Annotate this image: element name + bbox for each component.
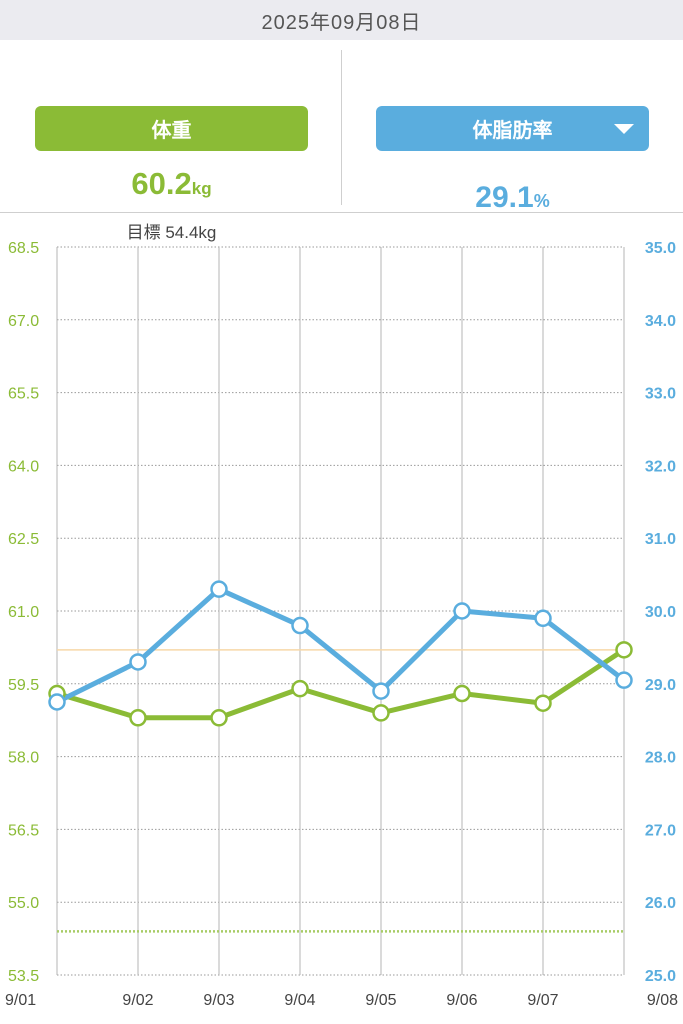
- body-fat-point: [534, 609, 552, 628]
- weight-number: 60.2: [131, 166, 192, 201]
- x-tick-label: 9/05: [365, 992, 396, 1009]
- body-fat-point: [453, 602, 471, 620]
- left-tick-label: 55.0: [8, 895, 39, 912]
- weight-fat-chart: 68.5 67.0 65.5 64.0 62.5 61.0 59.5 58.0 56.5 55.0…: [5, 240, 678, 1009]
- weight-point: [291, 679, 309, 698]
- right-tick-label: 33.0: [645, 386, 676, 403]
- body-fat-value: 29.1%: [376, 181, 649, 215]
- right-tick-label: 30.0: [645, 604, 676, 621]
- x-tick-label: 9/02: [122, 992, 153, 1009]
- date-label: 2025年09月08日: [261, 11, 422, 34]
- divider: [341, 50, 342, 205]
- right-tick-label: 34.0: [645, 313, 676, 330]
- left-tick-label: 58.0: [8, 750, 39, 767]
- body-fat-point: [129, 653, 147, 671]
- left-tick-label: 61.0: [8, 604, 39, 621]
- body-fat-point: [372, 682, 390, 700]
- weight-point: [129, 709, 147, 727]
- right-tick-label: 25.0: [645, 968, 676, 985]
- summary-panel: 体重 60.2kg 目標 54.4kg 体脂肪率 29.1%: [0, 40, 683, 242]
- x-tick-label: 9/03: [203, 992, 234, 1009]
- weight-target: 目標 54.4kg: [126, 223, 217, 242]
- weight-point: [453, 684, 471, 703]
- body-fat-series-line: [54, 586, 627, 705]
- left-tick-label: 56.5: [8, 822, 39, 839]
- body-fat-button-label: 体脂肪率: [472, 120, 553, 142]
- right-tick-label: 27.0: [645, 822, 676, 839]
- left-tick-label: 68.5: [8, 240, 39, 257]
- weight-point: [210, 709, 228, 727]
- right-tick-label: 28.0: [645, 750, 676, 767]
- left-tick-label: 62.5: [8, 531, 39, 548]
- x-tick-label: 9/04: [284, 992, 315, 1009]
- weight-value: 60.2kg: [35, 166, 308, 202]
- x-tick-label: 9/06: [446, 992, 477, 1009]
- body-fat-unit: %: [533, 191, 550, 211]
- date-header: 2025年09月08日: [0, 0, 683, 40]
- weight-unit: kg: [191, 179, 212, 198]
- left-tick-label: 59.5: [8, 677, 39, 694]
- left-tick-label: 64.0: [8, 458, 39, 475]
- right-tick-label: 31.0: [645, 531, 676, 548]
- right-tick-label: 32.0: [645, 458, 676, 475]
- x-tick-label: 9/08: [647, 992, 678, 1009]
- left-tick-label: 53.5: [8, 968, 39, 985]
- right-tick-label: 35.0: [645, 240, 676, 257]
- body-fat-dropdown[interactable]: 体脂肪率: [376, 106, 649, 151]
- weight-series-line: [54, 647, 627, 721]
- x-tick-label: 9/07: [527, 992, 558, 1009]
- body-fat-point: [210, 580, 228, 598]
- weight-point: [615, 641, 633, 659]
- body-fat-number: 29.1: [475, 181, 534, 214]
- left-tick-label: 67.0: [8, 313, 39, 330]
- x-tick-label: 9/01: [5, 992, 36, 1009]
- weight-button[interactable]: 体重: [35, 106, 308, 151]
- chevron-down-icon: [614, 124, 634, 134]
- body-fat-point: [615, 671, 633, 689]
- right-tick-label: 29.0: [645, 677, 676, 694]
- right-tick-label: 26.0: [645, 895, 676, 912]
- weight-button-label: 体重: [151, 120, 192, 142]
- weight-point: [534, 694, 552, 712]
- weight-point: [372, 704, 390, 722]
- left-tick-label: 65.5: [8, 386, 39, 403]
- body-fat-point: [48, 693, 66, 711]
- body-fat-point: [291, 616, 309, 635]
